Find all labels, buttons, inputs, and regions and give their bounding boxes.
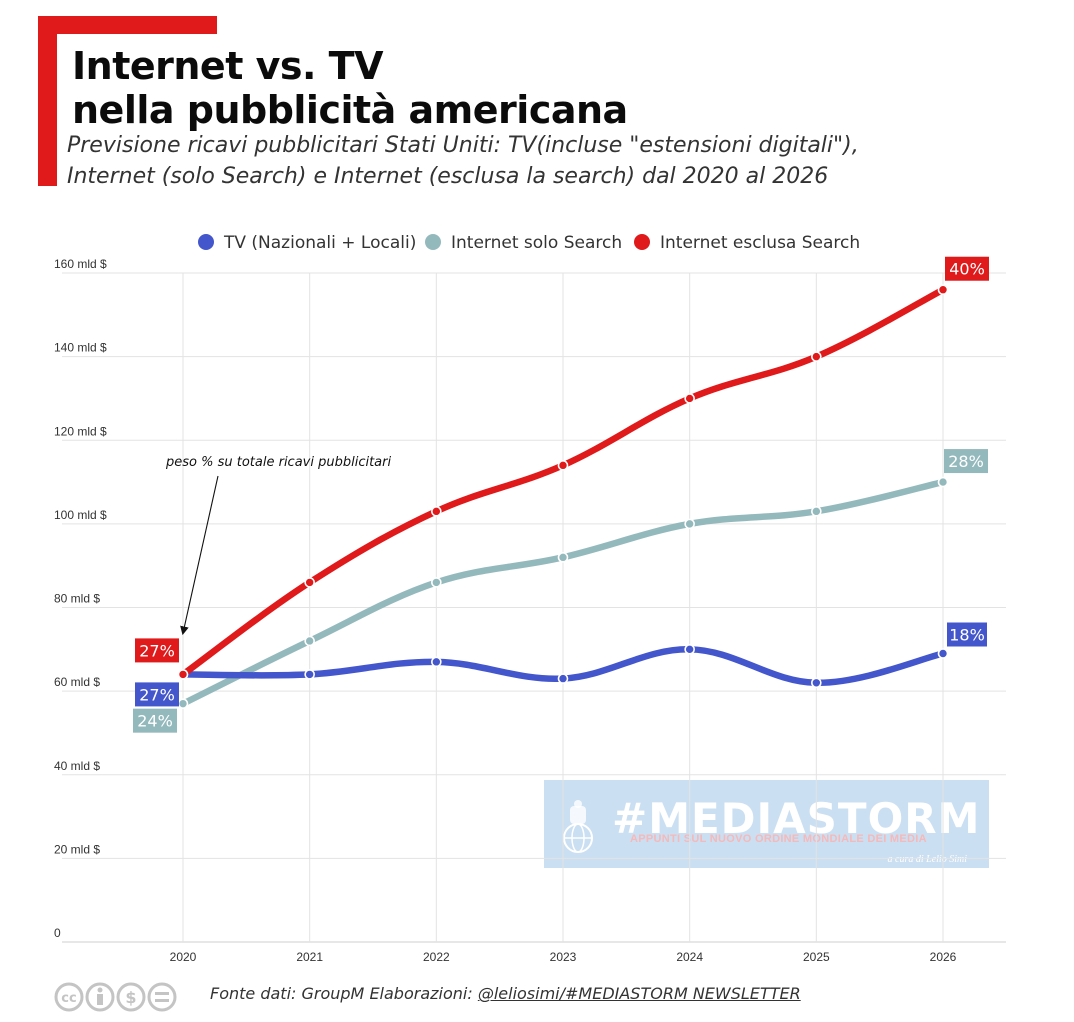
y-tick-label: 20 mld $ bbox=[54, 842, 100, 856]
legend-marker bbox=[425, 234, 441, 250]
license-icons: cc $ bbox=[54, 981, 184, 1018]
x-tick-label: 2020 bbox=[170, 950, 197, 964]
annotation-arrow bbox=[180, 475, 219, 636]
globe-statue-icon bbox=[563, 800, 593, 853]
legend-marker bbox=[634, 234, 650, 250]
data-point bbox=[811, 351, 822, 362]
percent-label-text: 40% bbox=[949, 260, 985, 279]
percent-label-bg bbox=[944, 449, 988, 474]
chart-subtitle: Previsione ricavi pubblicitari Stati Uni… bbox=[67, 130, 1047, 192]
legend-label: Internet solo Search bbox=[451, 233, 622, 253]
watermark-subtitle: APPUNTI SUL NUOVO ORDINE MONDIALE DEI ME… bbox=[630, 833, 927, 845]
y-tick-label: 40 mld $ bbox=[54, 759, 100, 773]
legend-label: Internet esclusa Search bbox=[660, 233, 860, 253]
title-line-1: Internet vs. TV bbox=[72, 44, 383, 88]
percent-label-bg bbox=[133, 708, 177, 733]
x-tick-label: 2021 bbox=[296, 950, 323, 964]
watermark-title: #MEDIASTORM bbox=[612, 794, 981, 843]
mediastorm-watermark: #MEDIASTORM APPUNTI SUL NUOVO ORDINE MON… bbox=[544, 780, 989, 868]
chart-title: Internet vs. TV nella pubblicità america… bbox=[72, 44, 628, 132]
data-point bbox=[937, 476, 949, 488]
subtitle-line-1: Previsione ricavi pubblicitari Stati Uni… bbox=[67, 133, 859, 158]
subtitle-line-2: Internet (solo Search) e Internet (esclu… bbox=[67, 164, 829, 189]
data-point bbox=[811, 506, 822, 517]
y-tick-label: 140 mld $ bbox=[54, 341, 107, 355]
y-tick-label: 80 mld $ bbox=[54, 592, 100, 606]
nc-icon: $ bbox=[116, 982, 146, 1012]
data-point bbox=[304, 635, 315, 647]
by-icon bbox=[85, 982, 115, 1012]
percent-label-text: 27% bbox=[139, 685, 175, 704]
data-point bbox=[304, 577, 315, 588]
x-tick-label: 2023 bbox=[550, 950, 577, 964]
percent-label: 24% bbox=[133, 708, 177, 733]
accent-bar-left bbox=[38, 16, 57, 186]
percent-label: 28% bbox=[944, 449, 988, 474]
data-point bbox=[684, 518, 695, 530]
data-point bbox=[937, 284, 949, 296]
data-point bbox=[431, 656, 442, 668]
percent-label: 40% bbox=[945, 256, 989, 281]
y-tick-label: 160 mld $ bbox=[54, 257, 107, 271]
svg-text:cc: cc bbox=[61, 991, 76, 1006]
percent-label-bg bbox=[947, 622, 987, 647]
percent-label-bg bbox=[135, 638, 179, 663]
x-tick-label: 2025 bbox=[803, 950, 830, 964]
cc-icon: cc bbox=[54, 982, 84, 1012]
legend-marker bbox=[198, 234, 214, 250]
percent-label: 27% bbox=[135, 682, 179, 707]
y-tick-label: 0 bbox=[54, 926, 61, 940]
source-prefix: Fonte dati: GroupM Elaborazioni: bbox=[210, 984, 478, 1003]
y-tick-label: 120 mld $ bbox=[54, 424, 107, 438]
percent-label: 18% bbox=[947, 622, 987, 647]
percent-label-text: 18% bbox=[949, 625, 985, 644]
source-handle-link[interactable]: @leliosimi/#MEDIASTORM NEWSLETTER bbox=[477, 984, 801, 1003]
data-point bbox=[937, 648, 949, 659]
source-note: Fonte dati: GroupM Elaborazioni: @lelios… bbox=[210, 984, 801, 1003]
data-point bbox=[431, 577, 442, 588]
svg-text:$: $ bbox=[125, 988, 136, 1007]
data-point bbox=[177, 669, 189, 680]
x-tick-label: 2022 bbox=[423, 950, 450, 964]
watermark-credit: a cura di Lelio Simi bbox=[887, 854, 967, 865]
y-tick-label: 100 mld $ bbox=[54, 508, 107, 522]
data-point bbox=[557, 673, 569, 684]
data-point bbox=[557, 460, 569, 471]
percent-label-bg bbox=[945, 256, 989, 281]
x-tick-label: 2026 bbox=[930, 950, 957, 964]
legend-label: TV (Nazionali + Locali) bbox=[223, 233, 416, 253]
annotation-text: peso % su totale ricavi pubblicitari bbox=[165, 455, 391, 470]
data-point bbox=[684, 393, 695, 404]
y-tick-label: 60 mld $ bbox=[54, 675, 100, 689]
percent-label-text: 27% bbox=[139, 641, 175, 660]
percent-label-text: 28% bbox=[948, 452, 984, 471]
percent-label-bg bbox=[135, 682, 179, 707]
percent-label-text: 24% bbox=[137, 712, 173, 731]
accent-bar-top bbox=[38, 16, 217, 34]
data-point bbox=[177, 698, 189, 709]
data-point bbox=[431, 506, 442, 517]
x-tick-label: 2024 bbox=[676, 950, 703, 964]
data-point bbox=[811, 677, 822, 689]
percent-label: 27% bbox=[135, 638, 179, 663]
data-point bbox=[304, 669, 315, 680]
title-line-2: nella pubblicità americana bbox=[72, 88, 628, 132]
data-point bbox=[557, 552, 569, 563]
nd-icon bbox=[147, 982, 177, 1012]
data-point bbox=[684, 644, 695, 655]
